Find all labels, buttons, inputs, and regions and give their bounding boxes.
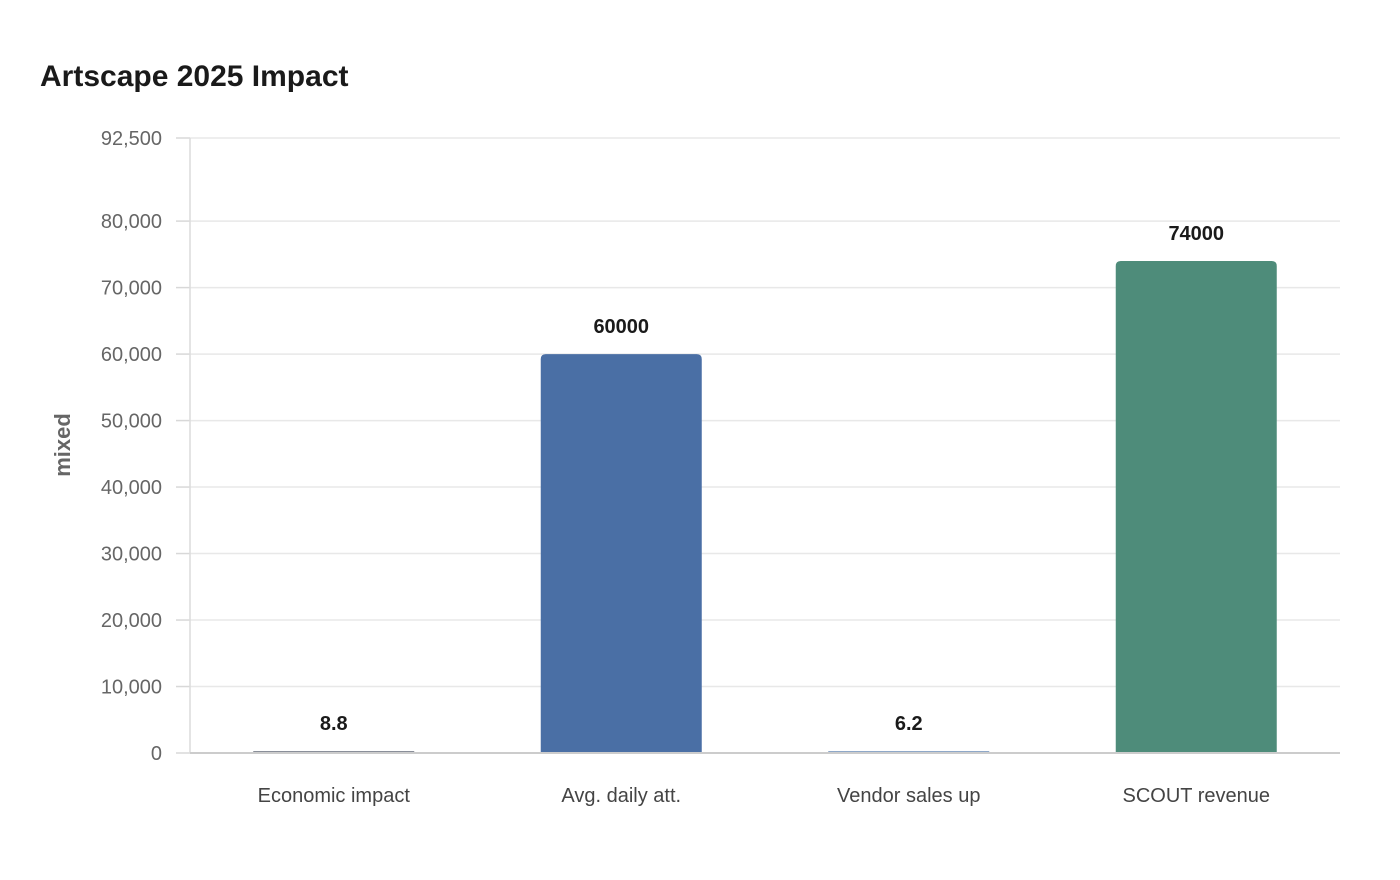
x-category-label: Economic impact — [258, 785, 411, 807]
bar — [1115, 261, 1277, 753]
data-labels: 8.8 60000 6.2 74000 — [320, 223, 1224, 735]
y-tick-label: 10,000 — [101, 677, 162, 699]
x-category-label: SCOUT revenue — [1123, 785, 1270, 807]
bar — [540, 354, 702, 753]
chart-title: Artscape 2025 Impact — [40, 60, 349, 93]
y-tick-label: 60,000 — [101, 344, 162, 366]
bar-value-label: 74000 — [1168, 223, 1224, 245]
bar-value-label: 60000 — [593, 316, 649, 338]
y-tick-label: 20,000 — [101, 610, 162, 632]
y-tick-label: 30,000 — [101, 544, 162, 566]
x-category-label: Vendor sales up — [837, 785, 980, 807]
y-axis-title: mixed — [50, 413, 75, 477]
bars — [253, 261, 1277, 753]
x-tick-labels: Economic impact Avg. daily att. Vendor sal… — [258, 785, 1270, 807]
y-tick-label: 92,500 — [101, 128, 162, 150]
axes — [189, 138, 1340, 754]
y-tick-label: 0 — [151, 743, 162, 765]
y-tick-label: 70,000 — [101, 278, 162, 300]
y-tick-label: 40,000 — [101, 477, 162, 499]
y-tick-label: 50,000 — [101, 411, 162, 433]
bar-value-label: 8.8 — [320, 713, 348, 735]
y-tick-label: 80,000 — [101, 211, 162, 233]
bar-value-label: 6.2 — [895, 713, 923, 735]
y-tick-labels: 0 10,000 20,000 30,000 40,000 50,000 60,000 70,… — [101, 128, 162, 765]
x-category-label: Avg. daily att. — [561, 785, 681, 807]
